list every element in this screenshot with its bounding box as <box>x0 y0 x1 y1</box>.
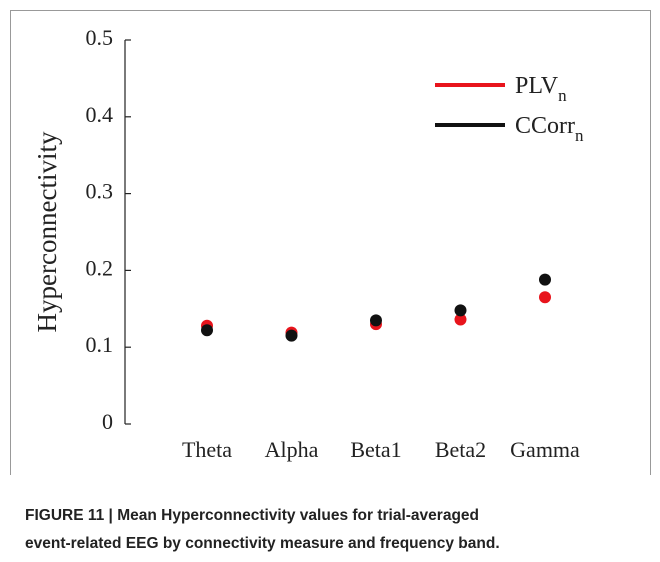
frame <box>10 10 651 475</box>
y-tick-label: 0.1 <box>86 332 114 357</box>
x-tick-label: Gamma <box>510 437 580 462</box>
y-axis-label: Hyperconnectivity <box>32 131 62 332</box>
caption-line: event-related EEG by connectivity measur… <box>25 535 500 552</box>
series-point <box>539 273 551 286</box>
legend-name: PLV <box>515 73 559 99</box>
series-point <box>370 314 382 327</box>
series-point <box>539 291 551 304</box>
series-point <box>454 313 467 326</box>
y-tick-label: 0.5 <box>86 25 114 50</box>
series-point <box>454 304 467 317</box>
x-tick-label: Theta <box>182 437 232 462</box>
x-tick-label: Beta1 <box>350 437 401 462</box>
x-tick-label: Beta2 <box>435 437 486 462</box>
caption-line: FIGURE 11 | Mean Hyperconnectivity value… <box>25 507 479 524</box>
legend-label: PLVn <box>515 73 567 105</box>
y-tick-label: 0 <box>102 409 113 434</box>
x-tick-label: Alpha <box>265 437 319 462</box>
series-point <box>201 324 213 337</box>
legend-subscript: n <box>575 126 584 145</box>
legend-name: CCorr <box>515 113 575 139</box>
y-tick-label: 0.2 <box>86 255 114 280</box>
legend-label: CCorrn <box>515 113 584 145</box>
series-point <box>285 329 298 342</box>
y-tick-label: 0.4 <box>86 102 114 127</box>
y-tick-label: 0.3 <box>86 179 114 204</box>
legend-subscript: n <box>558 86 567 105</box>
